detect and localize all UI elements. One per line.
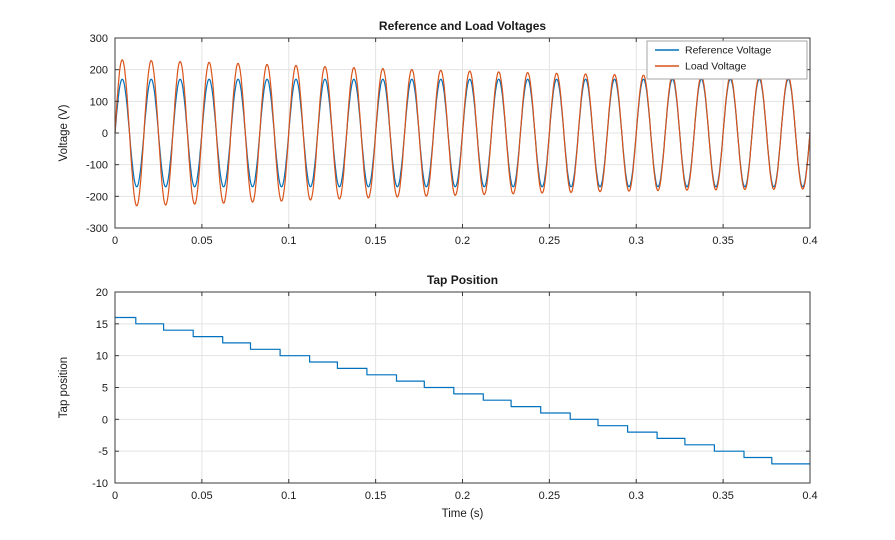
x-tick-label: 0	[112, 490, 118, 502]
y-tick-label: -10	[92, 478, 108, 490]
x-tick-label: 0.1	[281, 490, 296, 502]
y-tick-label: 0	[102, 128, 108, 140]
y-tick-label: -100	[86, 160, 108, 172]
chart-title: Tap Position	[427, 273, 498, 287]
legend-box	[646, 40, 808, 80]
chart-title: Reference and Load Voltages	[379, 19, 546, 33]
legend-entry-label: Load Voltage	[685, 61, 746, 73]
x-tick-label: 0.25	[539, 490, 560, 502]
y-axis-label: Tap position	[58, 357, 70, 418]
tap-position-axes: 0 0.05 0.1 0.15 0.2 0.25 0.3 0.35 0.4 -10 -5 0 5 10 15…	[58, 273, 818, 520]
legend: Reference Voltage Load Voltage	[646, 40, 808, 80]
x-tick-label: 0.2	[455, 490, 470, 502]
x-tick-label: 0.15	[365, 490, 386, 502]
x-axis-label: Time (s)	[442, 508, 484, 520]
y-tick-label: -5	[98, 446, 108, 458]
y-tick-label: -200	[86, 191, 108, 203]
x-tick-label: 0.1	[281, 235, 296, 247]
series-tap-position	[115, 316, 810, 465]
legend-entry-label: Reference Voltage	[685, 45, 772, 57]
y-tick-label: 100	[90, 96, 108, 108]
y-tick-label: 10	[96, 351, 108, 363]
x-tick-label: 0.3	[629, 490, 644, 502]
y-tick-label: 300	[90, 33, 108, 45]
x-tick-label: 0.35	[712, 235, 733, 247]
x-tick-label: 0.4	[802, 235, 817, 247]
y-tick-label: 5	[102, 383, 108, 395]
y-tick-label: 200	[90, 65, 108, 77]
x-tick-label: 0.05	[191, 490, 212, 502]
y-tick-label: -300	[86, 223, 108, 235]
series-load-voltage	[114, 59, 811, 207]
x-tick-label: 0.4	[802, 490, 817, 502]
x-tick-label: 0.05	[191, 235, 212, 247]
x-tick-label: 0	[112, 235, 118, 247]
x-tick-label: 0.15	[365, 235, 386, 247]
x-tick-label: 0.3	[629, 235, 644, 247]
y-tick-label: 20	[96, 287, 108, 299]
x-tick-label: 0.25	[539, 235, 560, 247]
y-tick-label: 15	[96, 319, 108, 331]
reference-and-load-voltages-axes: 0 0.05 0.1 0.15 0.2 0.25 0.3 0.35 0.4 -300 -200 -10…	[58, 19, 818, 247]
y-axis-label: Voltage (V)	[58, 104, 70, 161]
x-tick-label: 0.2	[455, 235, 470, 247]
x-tick-label: 0.35	[712, 490, 733, 502]
y-tick-label: 0	[102, 414, 108, 426]
